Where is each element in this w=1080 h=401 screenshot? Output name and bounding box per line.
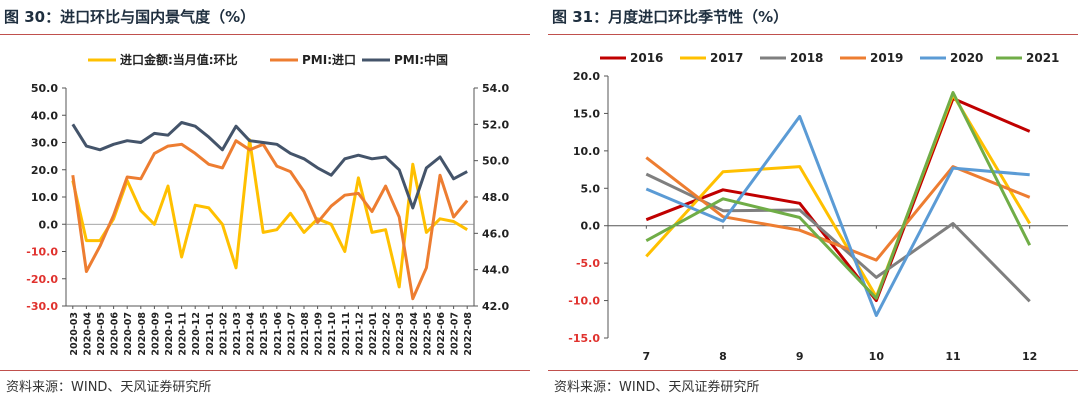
x-tick-label: 2022-07 (450, 312, 461, 356)
x-tick-label: 2021-06 (273, 312, 284, 356)
x-tick-label: 2020-08 (137, 312, 148, 356)
right-chart: 20.0 15.0 10.0 5.0 0.0 -5.0 -10.0 -15.0 7 8 9 10 11 1… (568, 51, 1068, 363)
series-line-3 (71, 121, 468, 210)
y-tick-label: -15.0 (568, 332, 600, 345)
left-source-note: 资料来源：WIND、天风证券研究所 (6, 380, 212, 395)
x-tick-label: 2020-06 (110, 312, 121, 356)
x-tick-label: 2021-02 (218, 312, 229, 356)
left-chart: 50.0 40.0 30.0 20.0 10.0 0.0 -10.0 -20.0 -30.0 54… (26, 52, 509, 356)
left-y-tick-label: 10.0 (31, 191, 58, 204)
series-line-2020 (645, 114, 1030, 317)
y-tick-label: 5.0 (581, 182, 601, 195)
right-y-tick-label: 44.0 (482, 264, 509, 277)
right-y-tick-label: 54.0 (482, 82, 509, 95)
x-tick-label: 2022-06 (436, 312, 447, 356)
x-tick-label: 2020-04 (82, 312, 93, 356)
x-tick-label: 2020-10 (164, 312, 175, 356)
x-tick-label: 11 (945, 350, 960, 363)
x-tick-label: 2021-10 (327, 312, 338, 356)
x-tick-label: 2022-08 (463, 312, 474, 356)
x-tick-label: 12 (1022, 350, 1037, 363)
x-tick-label: 2020-05 (96, 312, 107, 356)
x-tick-label: 2022-03 (395, 312, 406, 356)
x-tick-label: 2021-11 (341, 312, 352, 356)
x-tick-label: 2020-09 (150, 312, 161, 356)
right-y-tick-label: 50.0 (482, 155, 509, 168)
left-y-tick-label: 50.0 (31, 82, 58, 95)
legend-label: 2019 (870, 51, 903, 65)
x-tick-label: 2020-11 (178, 312, 189, 356)
x-tick-label: 2021-05 (259, 312, 270, 356)
right-y-tick-label: 46.0 (482, 227, 509, 240)
x-tick-label: 7 (643, 350, 651, 363)
x-tick-label: 2021-08 (300, 312, 311, 356)
x-tick-label: 8 (719, 350, 727, 363)
right-y-tick-label: 52.0 (482, 118, 509, 131)
legend-label: PMI:中国 (394, 52, 448, 67)
x-tick-label: 2022-04 (409, 312, 420, 356)
legend-label: PMI:进口 (302, 52, 356, 67)
right-bottom-rule (548, 370, 1078, 371)
y-tick-label: -5.0 (576, 257, 600, 270)
left-y-tick-label: 30.0 (31, 137, 58, 150)
legend-label: 2021 (1026, 51, 1059, 65)
legend-label: 2018 (790, 51, 823, 65)
x-tick-label: 2020-12 (191, 312, 202, 356)
legend-label: 2016 (630, 51, 663, 65)
series-line-2 (71, 139, 469, 301)
left-chart-title: 图 30：进口环比与国内景气度（%） (4, 8, 256, 26)
right-chart-title: 图 31：月度进口环比季节性（%） (552, 8, 789, 26)
x-tick-label: 2021-07 (286, 312, 297, 356)
x-tick-label: 2022-02 (382, 312, 393, 356)
right-source-note: 资料来源：WIND、天风证券研究所 (554, 380, 760, 395)
left-y-tick-label: -20.0 (26, 273, 58, 286)
right-y-tick-label: 42.0 (482, 300, 509, 313)
left-y-tick-label: -30.0 (26, 300, 58, 313)
x-tick-label: 2022-05 (422, 312, 433, 356)
series-line-2016 (645, 97, 1031, 303)
left-y-tick-label: -10.0 (26, 246, 58, 259)
x-tick-label: 2021-03 (232, 312, 243, 356)
x-tick-label: 2022-01 (368, 312, 379, 356)
left-y-tick-label: 40.0 (31, 109, 58, 122)
legend-label: 2020 (950, 51, 983, 65)
y-tick-label: 15.0 (573, 107, 600, 120)
series-line-1 (71, 138, 468, 289)
legend-label: 2017 (710, 51, 743, 65)
x-tick-label: 10 (869, 350, 885, 363)
y-tick-label: 10.0 (573, 145, 600, 158)
right-panel: 图 31：月度进口环比季节性（%） 20.0 15.0 10.0 5.0 0.0 -5.0… (548, 0, 1080, 401)
left-y-tick-label: 20.0 (31, 164, 58, 177)
right-y-tick-label: 48.0 (482, 191, 509, 204)
y-tick-label: 20.0 (573, 70, 600, 83)
x-tick-label: 2021-09 (314, 312, 325, 356)
left-y-tick-label: 0.0 (39, 218, 59, 231)
left-top-rule (0, 34, 530, 35)
right-top-rule (548, 34, 1078, 35)
legend-label: 进口金额:当月值:环比 (120, 52, 238, 67)
y-tick-label: -10.0 (568, 295, 600, 308)
series-line-2021 (645, 91, 1032, 300)
left-panel: 图 30：进口环比与国内景气度（%） 50.0 40.0 30.0 20.0 10.0 0… (0, 0, 532, 401)
x-tick-label: 2020-07 (123, 312, 134, 356)
x-tick-label: 9 (796, 350, 804, 363)
x-tick-label: 2021-04 (246, 312, 257, 356)
left-bottom-rule (0, 370, 530, 371)
x-tick-label: 2021-12 (354, 312, 365, 356)
x-tick-label: 2021-01 (205, 312, 216, 356)
y-tick-label: 0.0 (581, 220, 601, 233)
x-tick-label: 2020-03 (69, 312, 80, 356)
